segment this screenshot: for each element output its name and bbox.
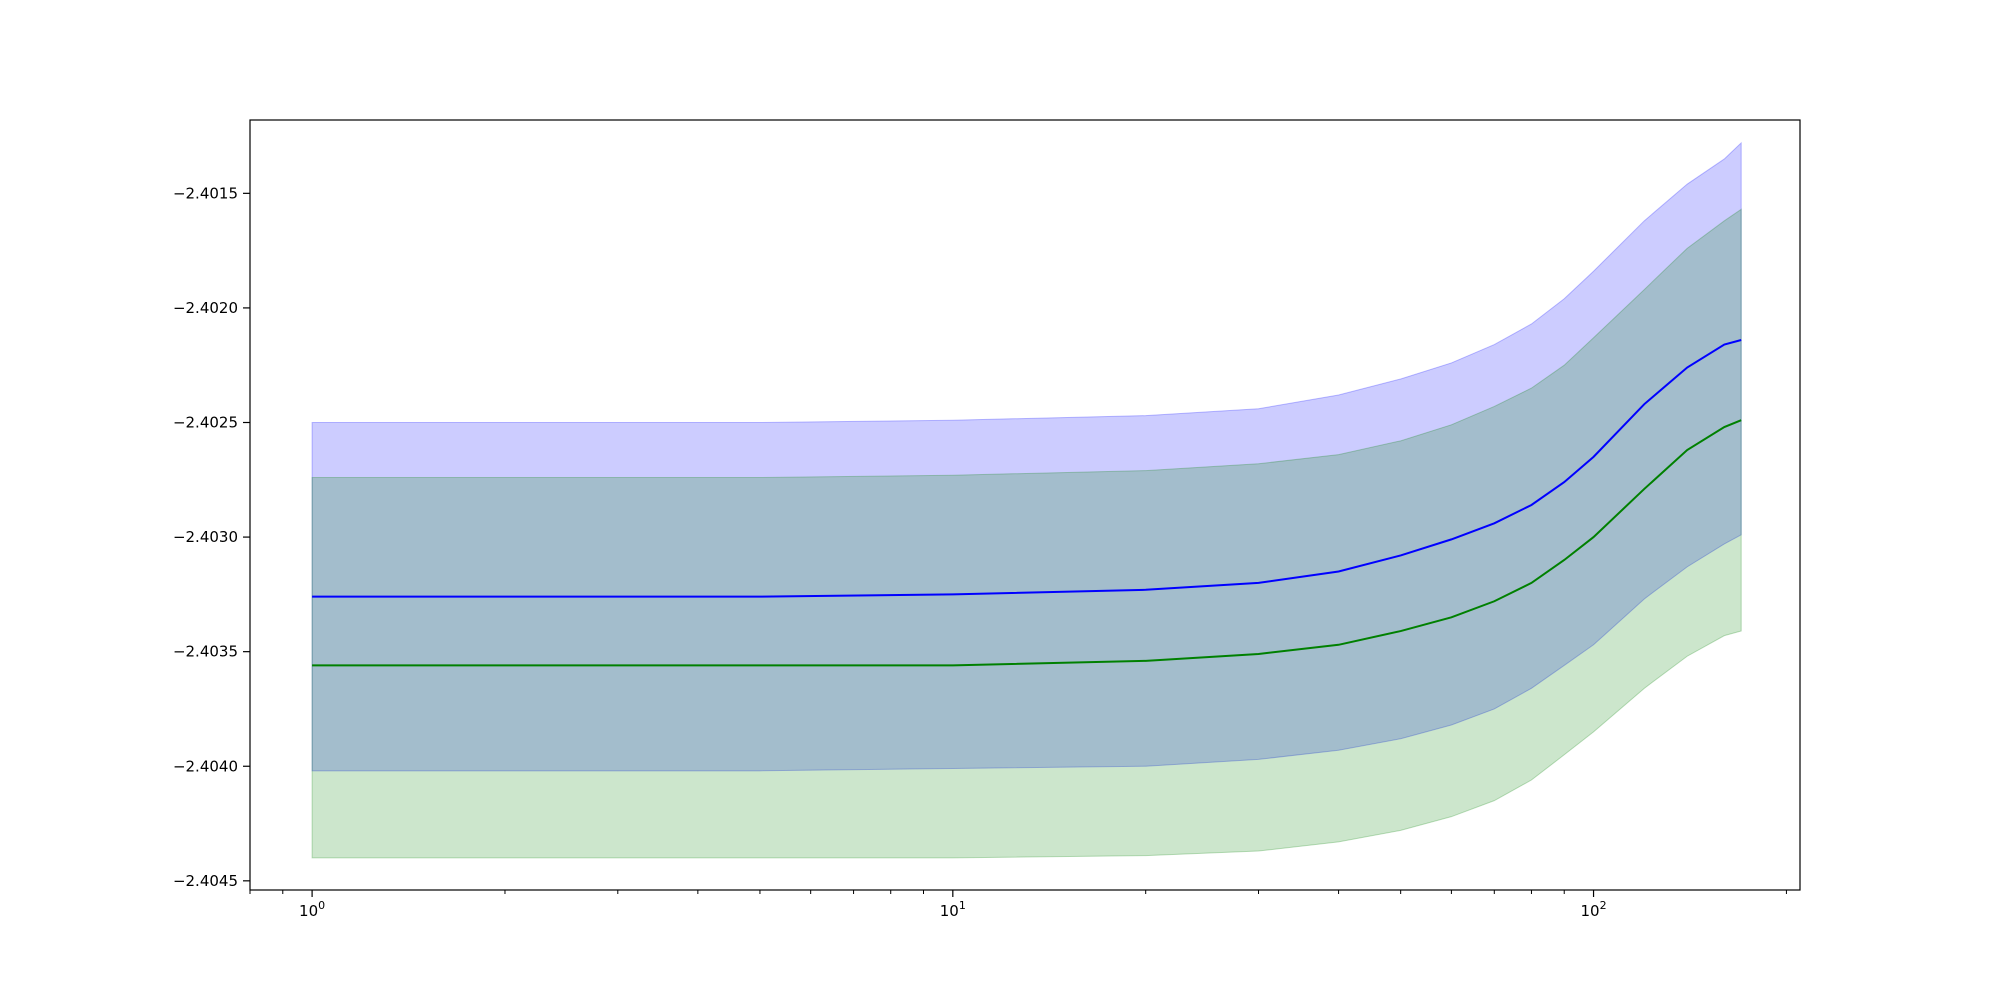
confidence-band-1	[311, 208, 1742, 859]
y-tick-label: −2.4040	[173, 757, 238, 775]
x-tick-label: 101	[940, 899, 966, 920]
y-tick-label: −2.4045	[173, 872, 238, 890]
series-line-0	[312, 339, 1742, 598]
confidence-band-0	[311, 141, 1742, 772]
series-lines	[312, 339, 1742, 667]
y-tick-label: −2.4015	[173, 184, 238, 202]
plot-frame	[249, 119, 1801, 891]
y-tick-label: −2.4020	[173, 299, 238, 317]
x-axis: 100 101 102	[249, 890, 1787, 920]
confidence-bands	[311, 141, 1742, 859]
y-axis: −2.4015 −2.4020 −2.4025 −2.4030 −2.4035 −2.40…	[173, 184, 250, 890]
y-tick-label: −2.4030	[173, 528, 238, 546]
series-line-1	[312, 419, 1742, 667]
y-tick-label: −2.4025	[173, 414, 238, 432]
x-tick-label: 100	[299, 899, 325, 920]
y-tick-label: −2.4035	[173, 643, 238, 661]
x-tick-label: 102	[1580, 899, 1606, 920]
